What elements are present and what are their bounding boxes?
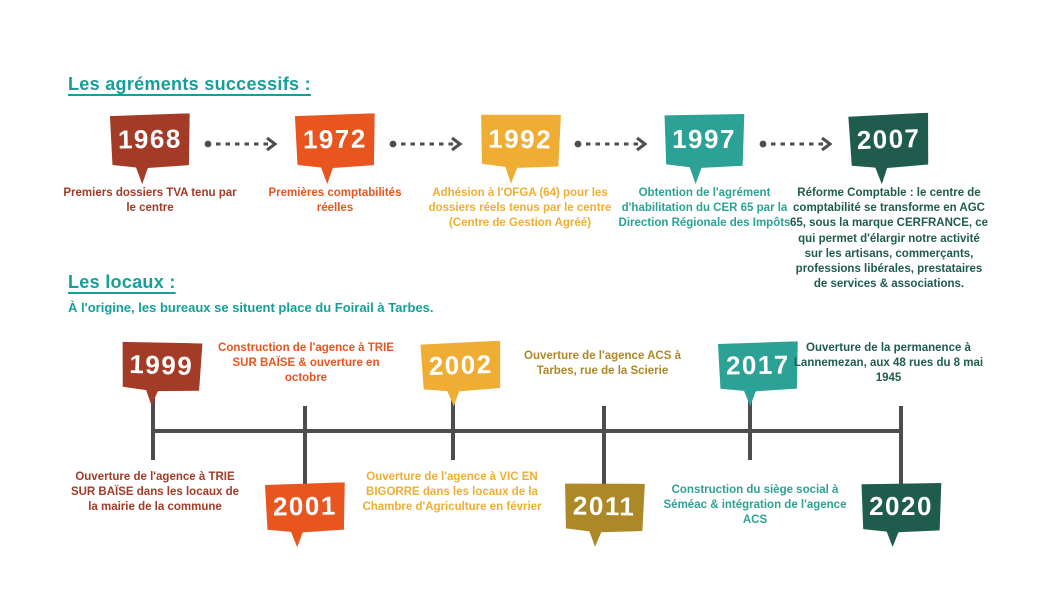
year-label: 1999 <box>128 349 194 382</box>
caption-1999: Ouverture de l'agence à TRIE SUR BAÏSE d… <box>70 471 240 514</box>
caption-1997: Obtention de l'agrément d'habilitation d… <box>618 187 791 230</box>
year-banner-1968: 1968 <box>107 113 192 184</box>
year-banner-2017: 2017 <box>715 341 800 406</box>
tick-2020 <box>899 406 903 484</box>
year-label: 1968 <box>117 123 183 155</box>
dotted-arrow-icon <box>204 136 278 152</box>
dotted-arrow-icon <box>759 136 833 152</box>
year-banner-2002: 2002 <box>418 341 504 408</box>
caption-2001: Construction de l'agence à TRIE SUR BAÏS… <box>218 342 394 385</box>
year-banner-1999: 1999 <box>118 341 204 408</box>
section-title-locaux: Les locaux : <box>68 272 176 292</box>
year-banner-1992: 1992 <box>477 113 562 184</box>
year-label: 2020 <box>869 491 933 522</box>
caption-1972: Premières comptabilités réelles <box>268 187 402 215</box>
year-label: 2007 <box>856 123 922 156</box>
locaux-subtitle: À l'origine, les bureaux se situent plac… <box>68 300 434 315</box>
year-label: 2001 <box>272 490 338 522</box>
year-banner-2011: 2011 <box>561 482 646 547</box>
caption-2017: Construction du siège social à Séméac & … <box>663 484 847 527</box>
year-banner-2020: 2020 <box>861 483 942 547</box>
dotted-arrow-icon <box>574 136 648 152</box>
timeline-axis <box>153 429 903 433</box>
tick-2002 <box>451 398 455 460</box>
year-banner-2001: 2001 <box>262 482 347 547</box>
tick-2011 <box>602 406 606 484</box>
year-banner-1972: 1972 <box>292 113 377 184</box>
dotted-arrow-icon <box>389 136 463 152</box>
caption-2011: Ouverture de l'agence ACS à Tarbes, rue … <box>524 350 681 378</box>
caption-2002: Ouverture de l'agence à VIC EN BIGORRE d… <box>362 471 542 514</box>
section-title-agrements: Les agréments successifs : <box>68 74 311 94</box>
caption-2020: Ouverture de la permanence à Lannemezan,… <box>793 342 984 385</box>
tick-2001 <box>303 406 307 484</box>
tick-2017 <box>748 398 752 460</box>
year-label: 1992 <box>487 123 553 155</box>
caption-2007: Réforme Comptable : le centre de comptab… <box>789 187 989 291</box>
year-label: 2011 <box>572 490 636 522</box>
year-label: 1997 <box>672 124 736 155</box>
year-label: 2002 <box>428 349 494 382</box>
caption-1992: Adhésion à l'OFGA (64) pour les dossiers… <box>428 187 612 230</box>
caption-1968: Premiers dossiers TVA tenu par le centre <box>63 187 237 215</box>
year-label: 2017 <box>725 349 791 381</box>
year-banner-1997: 1997 <box>664 114 745 184</box>
year-banner-2007: 2007 <box>846 113 932 186</box>
year-label: 1972 <box>302 123 368 155</box>
tick-1999 <box>151 398 155 460</box>
